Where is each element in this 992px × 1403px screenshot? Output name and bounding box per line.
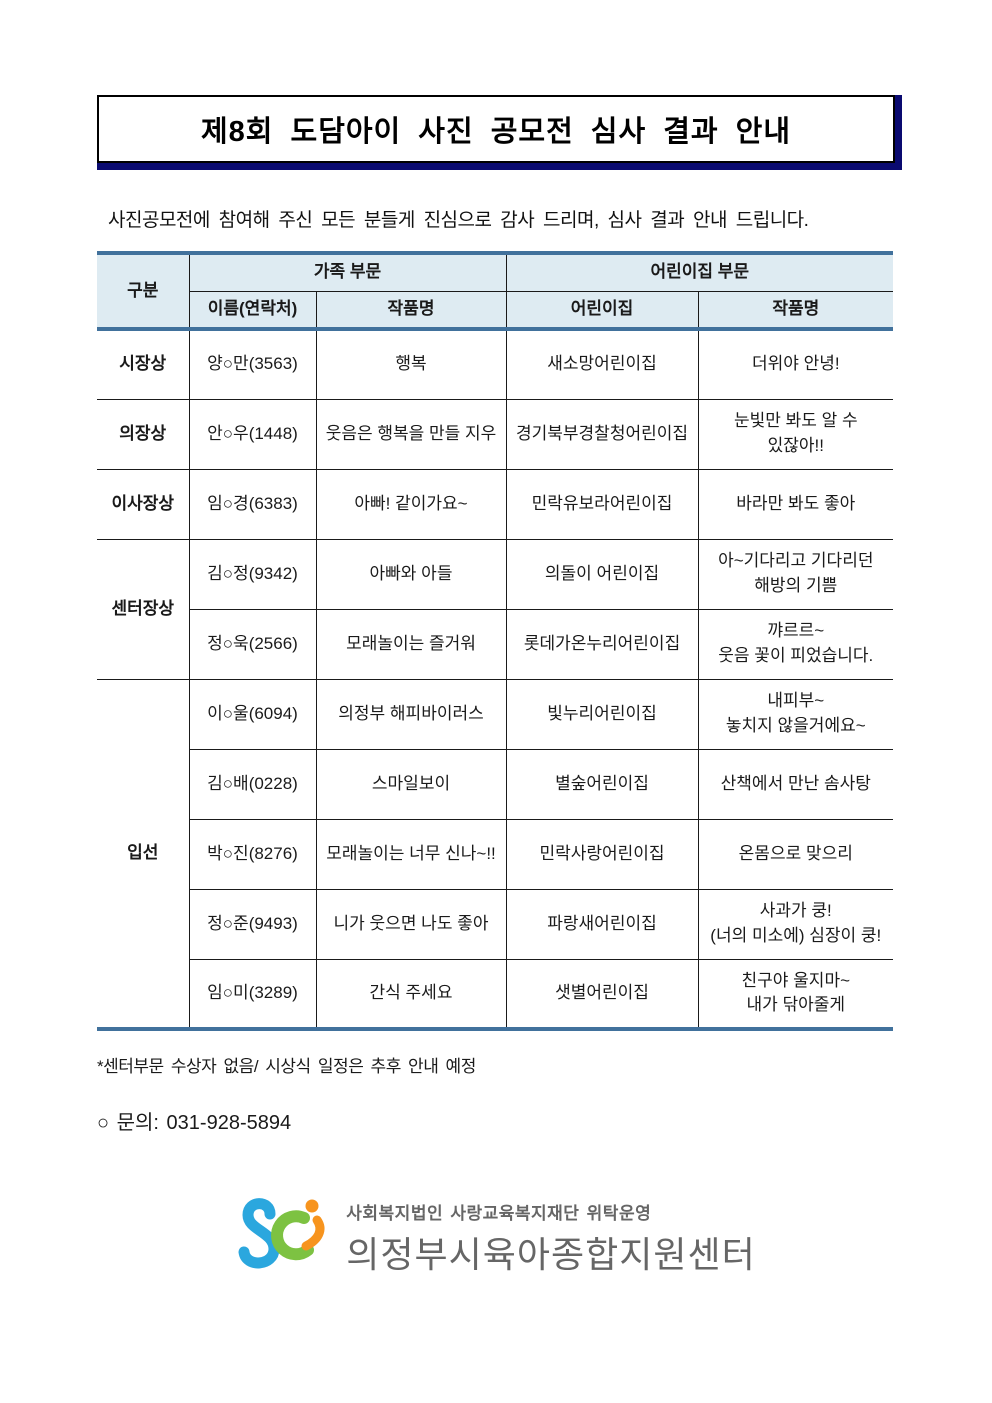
cell-name: 양○만(3563) [188,328,317,400]
col-header-daycare: 어린이집 [505,290,699,331]
cell-name: 임○경(6383) [188,468,317,540]
section-header-daycare: 어린이집 부문 [505,252,894,292]
cell-name: 이○울(6094) [188,678,317,750]
cell-award: 입선 [97,678,190,1030]
cell-work: 모래놀이는 즐거워 [315,608,507,680]
cell-award: 센터장상 [97,538,190,680]
cell-daycare: 파랑새어린이집 [505,888,699,960]
cell-daycare: 의돌이 어린이집 [505,538,699,610]
cell-daycare-work: 친구야 울지마~ 내가 닦아줄게 [697,958,894,1030]
cell-award: 의장상 [97,398,190,470]
cell-work: 아빠! 같이가요~ [315,468,507,540]
cell-daycare: 별숲어린이집 [505,748,699,820]
cell-daycare: 샛별어린이집 [505,958,699,1030]
cell-daycare-work: 사과가 쿵! (너의 미소에) 심장이 쿵! [697,888,894,960]
table-row: 시장상 양○만(3563) 행복 새소망어린이집 더위야 안녕! [97,328,894,400]
table-row: 박○진(8276) 모래놀이는 너무 신나~!! 민락사랑어린이집 온몸으로 맞… [97,818,894,890]
cell-daycare-work: 꺄르르~ 웃음 꽃이 피었습니다. [697,608,894,680]
intro-text: 사진공모전에 참여해 주신 모든 분들게 진심으로 감사 드리며, 심사 결과 … [108,210,809,231]
cell-daycare-work: 더위야 안녕! [697,328,894,400]
logo-mark-icon [238,1198,325,1269]
cell-award: 이사장상 [97,468,190,540]
page-title: 제8회 도담아이 사진 공모전 심사 결과 안내 [200,116,792,148]
results-table: 구분 가족 부문 어린이집 부문 이름(연락처) 작품명 어린이집 작품명 시장… [97,251,894,1031]
col-header-category: 구분 [97,252,190,331]
cell-name: 임○미(3289) [188,958,317,1030]
cell-daycare: 롯데가온누리어린이집 [505,608,699,680]
contact-line: ○ 문의: 031-928-5894 [97,1112,292,1134]
cell-award: 시장상 [97,328,190,400]
cell-daycare-work: 눈빛만 봐도 알 수 있잖아!! [697,398,894,470]
title-box: 제8회 도담아이 사진 공모전 심사 결과 안내 [97,95,902,170]
logo-tagline: 사회복지법인 사랑교육복지재단 위탁운영 [346,1203,652,1223]
cell-work: 행복 [315,328,507,400]
cell-work: 웃음은 행복을 만들 지우 [315,398,507,470]
table-row: 의장상 안○우(1448) 웃음은 행복을 만들 지우 경기북부경찰청어린이집 … [97,398,894,470]
cell-daycare-work: 아~기다리고 기다리던 해방의 기쁨 [697,538,894,610]
col-header-daycare-work: 작품명 [697,290,894,331]
logo-text-block: 사회복지법인 사랑교육복지재단 위탁운영 의정부시육아종합지원센터 [346,1199,755,1278]
cell-name: 김○배(0228) [188,748,317,820]
col-header-family-work: 작품명 [315,290,507,331]
cell-work: 모래놀이는 너무 신나~!! [315,818,507,890]
cell-work: 아빠와 아들 [315,538,507,610]
cell-work: 스마일보이 [315,748,507,820]
cell-daycare: 민락사랑어린이집 [505,818,699,890]
table-row: 김○배(0228) 스마일보이 별숲어린이집 산책에서 만난 솜사탕 [97,748,894,820]
table-row: 입선 이○울(6094) 의정부 해피바이러스 빛누리어린이집 내피부~ 놓치지… [97,678,894,1030]
cell-daycare-work: 내피부~ 놓치지 않을거에요~ [697,678,894,750]
cell-name: 박○진(8276) [188,818,317,890]
table-row: 이사장상 임○경(6383) 아빠! 같이가요~ 민락유보라어린이집 바라만 봐… [97,468,894,540]
cell-work: 니가 웃으면 나도 좋아 [315,888,507,960]
cell-name: 김○정(9342) [188,538,317,610]
cell-daycare-work: 온몸으로 맞으리 [697,818,894,890]
section-header-family: 가족 부문 [188,252,507,292]
table-row: 임○미(3289) 간식 주세요 샛별어린이집 친구야 울지마~ 내가 닦아줄게 [97,958,894,1030]
table-row: 센터장상 김○정(9342) 아빠와 아들 의돌이 어린이집 아~기다리고 기다… [97,538,894,680]
table-header-row-columns: 이름(연락처) 작품명 어린이집 작품명 [97,290,894,331]
col-header-name: 이름(연락처) [188,290,317,331]
organization-logo: 사회복지법인 사랑교육복지재단 위탁운영 의정부시육아종합지원센터 [0,1192,992,1284]
cell-name: 정○준(9493) [188,888,317,960]
cell-daycare-work: 바라만 봐도 좋아 [697,468,894,540]
cell-daycare: 빛누리어린이집 [505,678,699,750]
cell-daycare-work: 산책에서 만난 솜사탕 [697,748,894,820]
cell-daycare: 경기북부경찰청어린이집 [505,398,699,470]
table-header-row-sections: 구분 가족 부문 어린이집 부문 [97,252,894,331]
cell-daycare: 새소망어린이집 [505,328,699,400]
logo-name: 의정부시육아종합지원센터 [346,1233,756,1275]
table-row: 정○준(9493) 니가 웃으면 나도 좋아 파랑새어린이집 사과가 쿵! (너… [97,888,894,960]
cell-work: 의정부 해피바이러스 [315,678,507,750]
table-row: 정○욱(2566) 모래놀이는 즐거워 롯데가온누리어린이집 꺄르르~ 웃음 꽃… [97,608,894,680]
footnote-text: *센터부문 수상자 없음/ 시상식 일정은 추후 안내 예정 [97,1057,476,1076]
cell-work: 간식 주세요 [315,958,507,1030]
cell-daycare: 민락유보라어린이집 [505,468,699,540]
cell-name: 안○우(1448) [188,398,317,470]
cell-name: 정○욱(2566) [188,608,317,680]
